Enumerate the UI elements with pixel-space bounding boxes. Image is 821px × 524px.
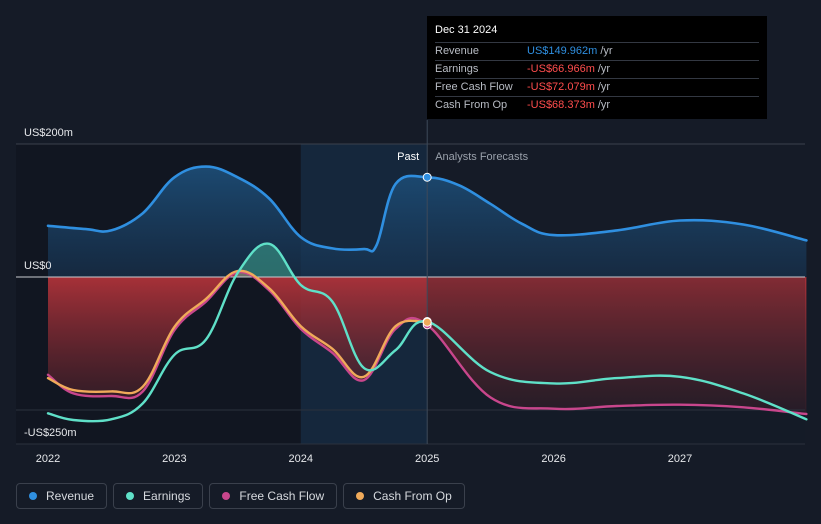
marker-cash-from-op[interactable] <box>422 317 432 327</box>
x-tick-label: 2024 <box>289 453 313 465</box>
marker-revenue[interactable] <box>422 172 432 182</box>
x-tick-label: 2027 <box>668 453 692 465</box>
series-line-free-cash-flow <box>46 270 808 416</box>
tooltip-row: Cash From Op -US$68.373m/yr <box>435 96 759 114</box>
tooltip-row-unit: /yr <box>597 63 611 75</box>
legend-label: Revenue <box>46 489 95 503</box>
tooltip-row: Free Cash Flow -US$72.079m/yr <box>435 78 759 96</box>
series-line-revenue <box>46 165 808 253</box>
legend-item-earnings[interactable]: Earnings <box>113 483 204 509</box>
legend-item-cash-from-op[interactable]: Cash From Op <box>343 483 465 509</box>
tooltip-row-label: Revenue <box>435 45 480 57</box>
legend-dot-icon <box>356 492 365 500</box>
x-tick-label: 2022 <box>36 453 60 465</box>
legend: Revenue Earnings Free Cash Flow Cash From O… <box>16 483 465 509</box>
tooltip-date: Dec 31 2024 <box>435 24 498 36</box>
tooltip-row: Earnings -US$66.966m/yr <box>435 60 759 78</box>
tooltip-row-label: Free Cash Flow <box>435 81 513 93</box>
tooltip-row-value: -US$72.079m <box>527 81 595 93</box>
past-label: Past <box>397 151 419 163</box>
legend-label: Earnings <box>143 489 191 503</box>
tooltip-row-unit: /yr <box>600 45 613 57</box>
tooltip-row-unit: /yr <box>597 99 611 111</box>
tooltip-row-label: Earnings <box>435 63 479 75</box>
x-tick-label: 2025 <box>415 453 439 465</box>
series-line-earnings <box>46 242 808 423</box>
forecast-label: Analysts Forecasts <box>435 151 528 163</box>
y-axis-label: US$200m <box>24 127 73 139</box>
tooltip-row: Revenue US$149.962m/yr <box>435 42 759 60</box>
tooltip-row-unit: /yr <box>597 81 611 93</box>
tooltip-row-value: US$149.962m <box>527 45 598 57</box>
y-axis-label: US$0 <box>24 260 52 272</box>
tooltip-row-value: -US$68.373m <box>527 99 595 111</box>
tooltip-row-value: -US$66.966m <box>527 63 595 75</box>
legend-label: Free Cash Flow <box>239 489 325 503</box>
legend-dot-icon <box>29 492 37 500</box>
legend-dot-icon <box>126 492 135 500</box>
legend-dot-icon <box>222 492 231 500</box>
legend-label: Cash From Op <box>373 489 452 503</box>
x-tick-label: 2023 <box>162 453 186 465</box>
legend-item-revenue[interactable]: Revenue <box>16 483 108 509</box>
x-tick-label: 2026 <box>541 453 565 465</box>
tooltip: Dec 31 2024 Revenue US$149.962m/yr Earning… <box>427 16 767 119</box>
legend-item-free-cash-flow[interactable]: Free Cash Flow <box>209 483 338 509</box>
tooltip-row-label: Cash From Op <box>435 99 508 111</box>
forecast-dim <box>427 277 805 444</box>
y-axis-label: -US$250m <box>24 427 77 439</box>
